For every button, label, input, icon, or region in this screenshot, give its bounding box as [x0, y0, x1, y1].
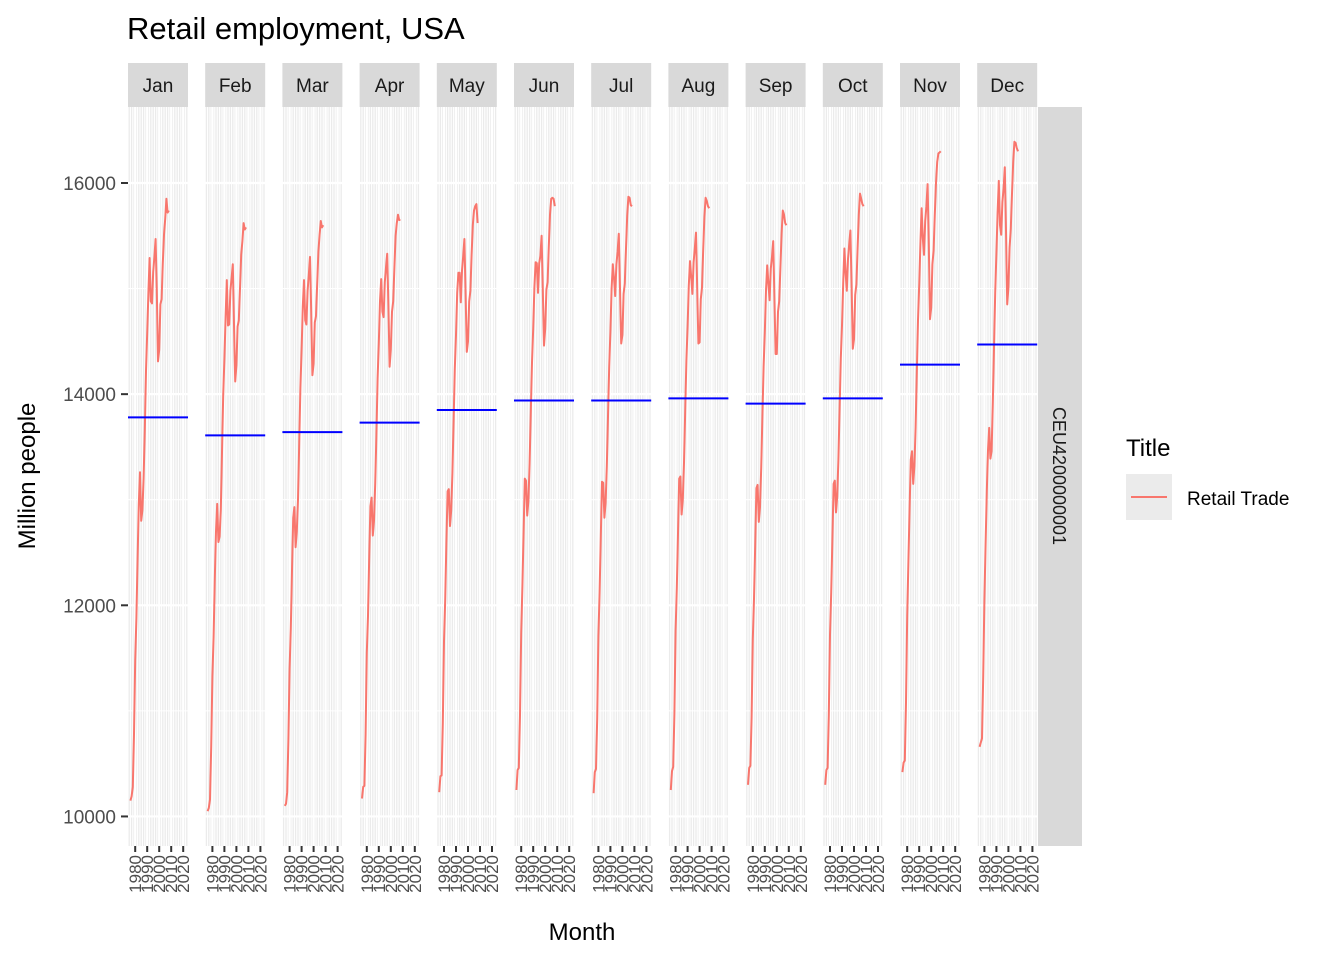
strip-label: CEU4200000001: [1049, 407, 1069, 545]
x-tick-label: 2020: [560, 855, 579, 893]
facet-panel-feb: Feb: [205, 63, 265, 846]
facet-panel-oct: Oct: [823, 63, 883, 846]
facet-panel-mar: Mar: [282, 63, 342, 846]
x-tick-label: 2020: [792, 855, 811, 893]
panel-background: [746, 107, 806, 846]
x-tick-label: 2020: [715, 855, 734, 893]
facet-panel-aug: Aug: [668, 63, 728, 846]
x-tick-label: 2020: [406, 855, 425, 893]
facet-row-strip: CEU4200000001: [1038, 107, 1082, 846]
panel-background: [282, 107, 342, 846]
y-tick-label: 12000: [63, 596, 116, 617]
y-axis-label: Million people: [14, 403, 41, 550]
strip-label-jun: Jun: [529, 76, 560, 97]
x-tick-label: 2020: [483, 855, 502, 893]
x-tick-label: 2020: [1023, 855, 1042, 893]
facet-panel-sep: Sep: [746, 63, 806, 846]
x-axis: 1980199020002010202019801990200020102020…: [126, 846, 1042, 893]
y-tick-label: 16000: [63, 174, 116, 195]
panel-background: [591, 107, 651, 846]
panel-background: [128, 107, 188, 846]
panel-background: [360, 107, 420, 846]
x-tick-label: 2020: [251, 855, 270, 893]
y-tick-label: 10000: [63, 807, 116, 828]
strip-label-aug: Aug: [681, 76, 715, 97]
strip-label-dec: Dec: [990, 76, 1024, 97]
strip-label-feb: Feb: [219, 76, 252, 97]
facet-panel-dec: Dec: [977, 63, 1037, 846]
strip-label-mar: Mar: [296, 76, 329, 97]
y-axis: 10000 12000 14000 16000: [63, 174, 128, 828]
facet-panel-jan: Jan: [128, 63, 188, 846]
y-tick-label: 14000: [63, 385, 116, 406]
x-tick-label: 2020: [946, 855, 965, 893]
legend-title: Title: [1126, 435, 1170, 462]
legend-entry-retail-trade: Retail Trade: [1187, 489, 1289, 510]
panel-background: [514, 107, 574, 846]
panel-background: [977, 107, 1037, 846]
strip-label-jan: Jan: [143, 76, 174, 97]
x-tick-label: 2020: [637, 855, 656, 893]
strip-label-oct: Oct: [838, 76, 868, 97]
panel-background: [668, 107, 728, 846]
facet-panel-jun: Jun: [514, 63, 574, 846]
legend: Title Retail Trade: [1126, 435, 1289, 520]
strip-label-nov: Nov: [913, 76, 947, 97]
facet-panel-nov: Nov: [900, 63, 960, 846]
x-tick-label: 2020: [869, 855, 888, 893]
strip-label-may: May: [449, 76, 485, 97]
panel-background: [437, 107, 497, 846]
chart-title: Retail employment, USA: [127, 11, 465, 46]
strip-label-jul: Jul: [609, 76, 633, 97]
facet-panels: Jan Feb Mar Apr May Jun Jul Aug Sep Oct Nov Dec: [128, 63, 1037, 846]
facet-panel-may: May: [437, 63, 497, 846]
facet-panel-jul: Jul: [591, 63, 651, 846]
x-tick-label: 2020: [174, 855, 193, 893]
facet-panel-apr: Apr: [360, 63, 420, 846]
strip-label-apr: Apr: [375, 76, 405, 97]
x-axis-label: Month: [549, 919, 616, 946]
panel-background: [823, 107, 883, 846]
panel-background: [205, 107, 265, 846]
x-tick-label: 2020: [329, 855, 348, 893]
strip-label-sep: Sep: [759, 76, 793, 97]
panel-background: [900, 107, 960, 846]
